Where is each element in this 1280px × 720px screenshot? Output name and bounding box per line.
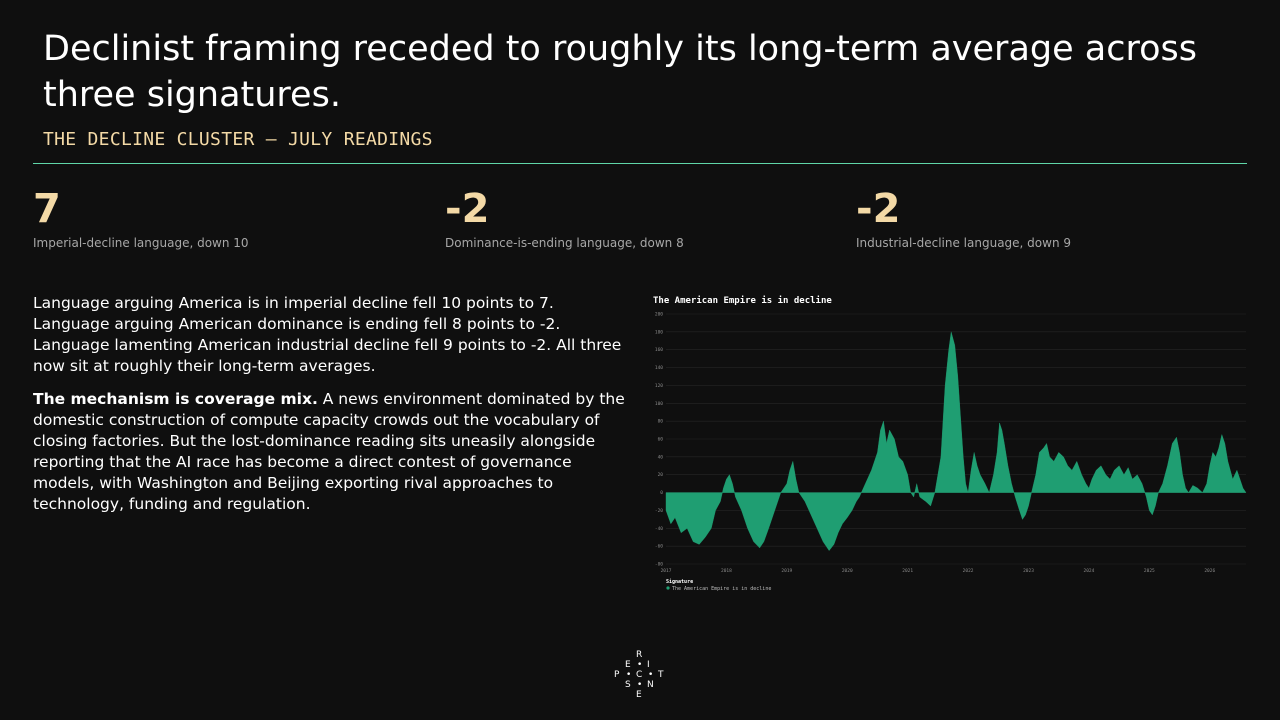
legend-series-label: The American Empire is in decline [672, 586, 771, 592]
slide-title: Declinist framing receded to roughly its… [43, 29, 1197, 115]
stat-value: 7 [33, 186, 61, 232]
logo-letter: E [625, 660, 631, 670]
stat-value: -2 [445, 186, 490, 232]
legend-swatch [666, 586, 670, 590]
y-tick-label: 60 [658, 437, 664, 443]
y-tick-label: 80 [658, 419, 664, 425]
y-tick-label: -20 [655, 508, 663, 514]
stat-value: -2 [856, 186, 901, 232]
logo-letter: I [647, 660, 650, 670]
y-tick-label: 180 [655, 329, 663, 335]
x-tick-label: 2022 [963, 568, 974, 574]
x-axis: 2017 2018 2019 2020 2021 2022 2023 2024 2025 2026 [661, 568, 1216, 574]
logo: R E I P C T S N E • • • • [608, 650, 672, 704]
x-tick-label: 2019 [781, 568, 792, 574]
body-paragraph: The mechanism is coverage mix. A news en… [33, 389, 633, 515]
x-tick-label: 2023 [1023, 568, 1034, 574]
legend-title: Signature [666, 579, 693, 585]
y-tick-label: 120 [655, 383, 663, 389]
mechanism-text: A news environment dominated by the dome… [33, 390, 625, 513]
y-tick-label: 200 [655, 312, 663, 318]
stat-industrial-decline: -2 Industrial-decline language, down 9 [856, 186, 1236, 250]
y-tick-label: -80 [655, 562, 663, 568]
stat-label: Industrial-decline language, down 9 [856, 236, 1072, 250]
stat-dominance-ending: -2 Dominance-is-ending language, down 8 [445, 186, 825, 250]
logo-dot: • [648, 670, 654, 680]
body-paragraph: Language arguing America is in imperial … [33, 294, 622, 375]
logo-letter: P [614, 670, 620, 680]
x-tick-label: 2026 [1204, 568, 1215, 574]
y-tick-label: 20 [658, 472, 664, 478]
x-tick-label: 2018 [721, 568, 732, 574]
y-tick-label: -40 [655, 526, 663, 532]
stat-imperial-decline: 7 Imperial-decline language, down 10 [33, 186, 413, 250]
x-tick-label: 2017 [661, 568, 672, 574]
slide-subtitle: THE DECLINE CLUSTER — JULY READINGS [43, 129, 433, 150]
body-text: Language arguing America is in imperial … [33, 293, 633, 527]
x-tick-label: 2024 [1083, 568, 1094, 574]
stat-label: Imperial-decline language, down 10 [33, 236, 249, 250]
y-tick-label: -60 [655, 544, 663, 550]
logo-letter: T [658, 670, 664, 680]
logo-letter: N [647, 680, 654, 690]
y-tick-label: 100 [655, 401, 663, 407]
series-area [665, 331, 1247, 551]
y-tick-label: 40 [658, 454, 664, 460]
mechanism-lead: The mechanism is coverage mix. [33, 390, 318, 408]
logo-letter: R [636, 650, 643, 660]
x-tick-label: 2025 [1144, 568, 1155, 574]
y-tick-label: 160 [655, 347, 663, 353]
logo-letter: S [625, 680, 631, 690]
divider [33, 163, 1247, 164]
logo-dot: • [637, 680, 643, 690]
logo-letter: C [636, 670, 643, 680]
y-tick-label: 0 [660, 490, 663, 496]
chart-title: The American Empire is in decline [653, 295, 832, 306]
x-tick-label: 2020 [842, 568, 853, 574]
logo-letter: E [636, 690, 642, 700]
x-tick-label: 2021 [902, 568, 913, 574]
stat-label: Dominance-is-ending language, down 8 [445, 236, 684, 250]
logo-dot: • [626, 670, 632, 680]
y-tick-label: 140 [655, 365, 663, 371]
decline-chart: The American Empire is in decline -80 -60… [653, 295, 1247, 592]
y-axis: -80 -60 -40 -20 0 20 40 60 80 100 120 140 160 180 200 [655, 312, 663, 568]
logo-dot: • [637, 660, 643, 670]
